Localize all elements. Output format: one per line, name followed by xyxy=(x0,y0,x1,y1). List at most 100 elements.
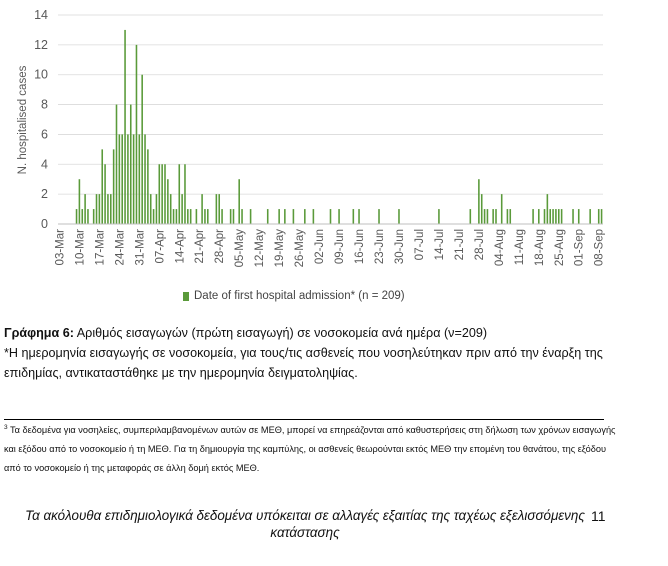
bar xyxy=(495,209,497,224)
x-tick-label: 02-Jun xyxy=(314,229,326,264)
bar xyxy=(189,209,192,224)
bar xyxy=(178,164,181,224)
x-tick-label: 21-Jul xyxy=(454,229,466,260)
bar xyxy=(141,74,143,224)
bar xyxy=(124,29,126,224)
bar xyxy=(201,194,203,224)
bar xyxy=(241,209,243,224)
bar xyxy=(469,209,472,224)
bar xyxy=(138,134,141,224)
bar xyxy=(218,194,221,224)
bar xyxy=(329,209,332,224)
bar xyxy=(500,194,503,224)
x-tick-label: 16-Jun xyxy=(354,229,366,264)
bar xyxy=(552,209,554,224)
footnote-text: Τα δεδομένα για νοσηλείες, συμπεριλαμβαν… xyxy=(4,425,616,473)
x-tick-label: 25-Aug xyxy=(554,229,566,266)
bar xyxy=(215,194,218,224)
bar xyxy=(95,194,98,224)
bar xyxy=(378,209,380,224)
bar xyxy=(149,194,152,224)
bar xyxy=(98,194,101,224)
bar xyxy=(164,164,166,224)
x-tick-label: 31-Mar xyxy=(134,229,146,266)
bar xyxy=(161,164,163,224)
bar xyxy=(155,194,158,224)
bar xyxy=(221,209,223,224)
bar xyxy=(107,194,109,224)
bar xyxy=(572,209,574,224)
bar xyxy=(172,209,175,224)
bar xyxy=(492,209,494,224)
x-tick-label: 30-Jun xyxy=(394,229,406,264)
hospital-admissions-chart: 0 2 4 6 8 10 12 14 N. hospitalised cases 03-Mar 10… xyxy=(17,8,606,303)
x-tick-label: 05-May xyxy=(234,229,246,268)
bar xyxy=(546,194,549,224)
x-tick-label: 07-Apr xyxy=(154,229,166,264)
x-tick-label: 14-Apr xyxy=(174,229,186,264)
x-tick-label: 04-Aug xyxy=(494,229,506,266)
bar xyxy=(118,134,121,224)
bar xyxy=(560,209,563,224)
bar xyxy=(509,209,512,224)
x-tick-label: 17-Mar xyxy=(94,229,106,266)
y-tick-label: 0 xyxy=(41,217,48,231)
bar xyxy=(483,209,486,224)
legend-swatch xyxy=(183,291,189,301)
bar xyxy=(266,209,269,224)
bar xyxy=(543,209,546,224)
bar xyxy=(135,44,138,224)
y-tick-label: 10 xyxy=(34,68,48,82)
bar xyxy=(486,209,489,224)
bar xyxy=(132,134,135,224)
x-tick-label: 08-Sep xyxy=(594,229,606,266)
bar xyxy=(304,209,306,224)
bar xyxy=(181,194,183,224)
bar xyxy=(121,134,123,224)
bar xyxy=(187,209,189,224)
bar xyxy=(555,209,557,224)
bar xyxy=(600,209,603,224)
bar xyxy=(129,104,132,224)
bar xyxy=(358,209,360,224)
x-tick-label: 23-Jun xyxy=(374,229,386,264)
x-tick-label: 18-Aug xyxy=(534,229,546,266)
y-tick-label: 8 xyxy=(41,98,48,112)
caption-text: Αριθμός εισαγωγών (πρώτη εισαγωγή) σε νο… xyxy=(73,326,488,340)
footnote-marker: 3 xyxy=(4,423,8,431)
bar xyxy=(112,149,115,224)
bar xyxy=(549,209,551,224)
x-tick-label: 28-Apr xyxy=(214,229,226,264)
bar xyxy=(506,209,509,224)
bar xyxy=(207,209,209,224)
chart-svg: 0 2 4 6 8 10 12 14 N. hospitalised cases 03-Mar 10… xyxy=(17,8,606,268)
bar xyxy=(195,209,198,224)
x-tick-label: 28-Jul xyxy=(474,229,486,260)
chart-legend: Date of first hospital admission* (n = 2… xyxy=(183,289,405,303)
x-tick-label: 11-Aug xyxy=(514,229,526,265)
bar xyxy=(538,209,540,224)
bar xyxy=(480,194,483,224)
bar xyxy=(398,209,400,224)
x-tick-label: 10-Mar xyxy=(74,229,86,266)
x-tick-label: 21-Apr xyxy=(194,229,206,264)
legend-label: Date of first hospital admission* (n = 2… xyxy=(194,290,405,302)
x-tick-label: 24-Mar xyxy=(114,229,126,266)
bar xyxy=(312,209,315,224)
x-tick-label: 19-May xyxy=(274,229,286,268)
bar xyxy=(84,194,86,224)
caption-label: Γράφημα 6: xyxy=(4,326,74,340)
y-tick-label: 4 xyxy=(41,157,48,171)
bar xyxy=(204,209,206,224)
page-number: 11 xyxy=(591,508,606,524)
bar xyxy=(184,164,186,224)
figure-caption: Γράφημα 6: Αριθμός εισαγωγών (πρώτη εισα… xyxy=(4,323,664,383)
bar xyxy=(352,209,355,224)
y-tick-label: 6 xyxy=(41,127,48,141)
bar xyxy=(557,209,560,224)
bar xyxy=(101,149,104,224)
x-tick-label: 07-Jul xyxy=(414,229,426,260)
y-tick-label: 14 xyxy=(34,8,48,22)
x-tick-label: 01-Sep xyxy=(574,229,586,266)
bar xyxy=(127,134,129,224)
